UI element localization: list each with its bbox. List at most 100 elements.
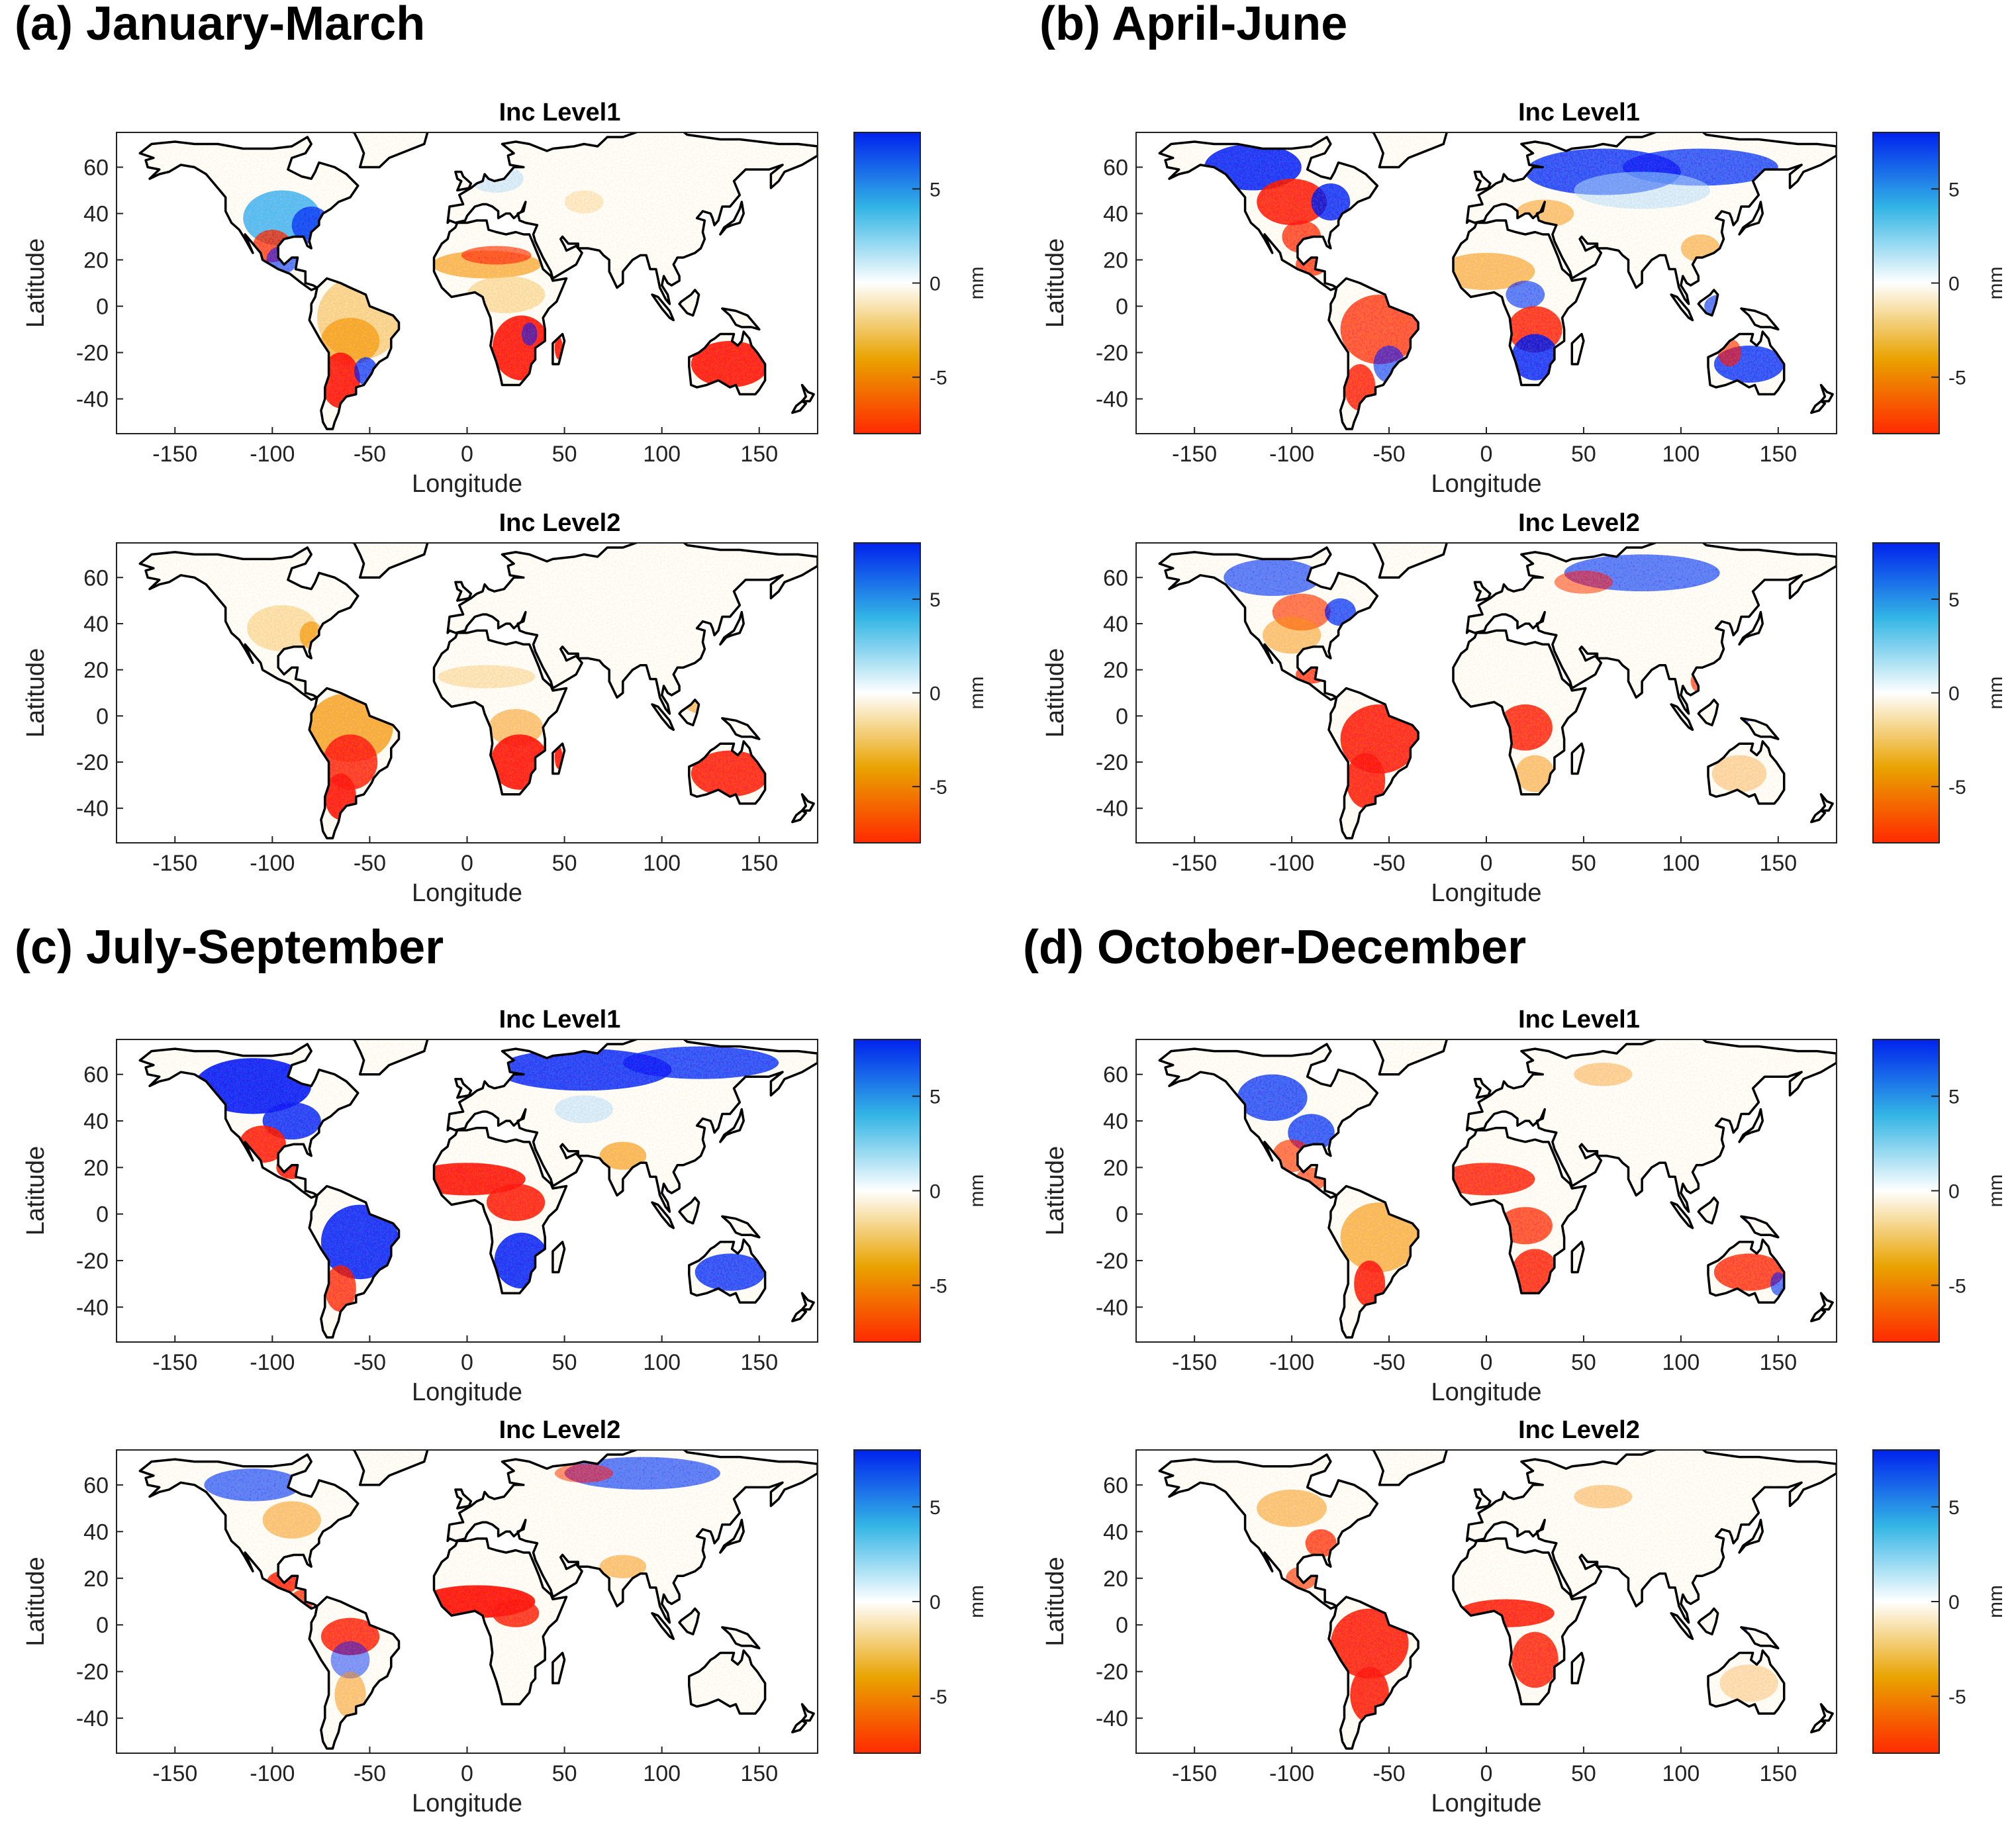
y-tick-label: 20 bbox=[83, 658, 109, 683]
colorbar-tick-label: 0 bbox=[930, 1181, 941, 1203]
map-panel: Inc Level2-150 -100 -50 0 50 100 1506040200-20… bbox=[22, 509, 988, 907]
x-tick-label: 100 bbox=[1662, 1350, 1700, 1375]
coastline-nz bbox=[800, 1703, 815, 1722]
y-axis-label: Latitude bbox=[1041, 1146, 1069, 1235]
y-tick-label: 60 bbox=[83, 1063, 109, 1088]
coastline-newguinea bbox=[1740, 1626, 1780, 1650]
x-tick-label: 150 bbox=[740, 442, 778, 467]
x-tick-label: -100 bbox=[1269, 1761, 1314, 1786]
x-tick-label: -150 bbox=[152, 442, 197, 467]
colorbar-tick-label: 0 bbox=[930, 683, 941, 705]
colorbar-tick-label: 5 bbox=[1948, 1086, 1960, 1108]
coastline-nz bbox=[800, 1292, 815, 1311]
coastline-madagascar bbox=[1570, 1651, 1585, 1685]
y-tick-label: -20 bbox=[1096, 1660, 1128, 1685]
coastline-newguinea bbox=[1740, 717, 1780, 740]
coastline-japan bbox=[1738, 1108, 1764, 1143]
y-axis-label: Latitude bbox=[1041, 238, 1069, 328]
x-tick-label: 50 bbox=[552, 851, 577, 876]
field-patch bbox=[1512, 334, 1559, 381]
coastline-samerica bbox=[308, 1596, 401, 1750]
y-tick-label: 60 bbox=[1103, 1473, 1128, 1498]
field-patch bbox=[1574, 1484, 1633, 1509]
y-tick-label: 20 bbox=[83, 248, 109, 273]
x-tick-label: 100 bbox=[643, 1350, 681, 1375]
field-patch bbox=[194, 1058, 312, 1114]
field-patch bbox=[554, 1464, 614, 1483]
map-panel: Inc Level2-150 -100 -50 0 50 100 1506040200-20… bbox=[1041, 1416, 2007, 1817]
coastline-nz2 bbox=[791, 1719, 808, 1734]
x-tick-label: 150 bbox=[1759, 1761, 1797, 1786]
colorbar-tick-label: 5 bbox=[930, 179, 941, 201]
y-tick-label: 0 bbox=[96, 295, 109, 320]
x-tick-label: 0 bbox=[461, 442, 473, 467]
map-content bbox=[117, 1450, 818, 1753]
x-tick-label: 50 bbox=[1571, 851, 1596, 876]
field-patch bbox=[1711, 755, 1767, 793]
x-tick-label: 150 bbox=[740, 1350, 778, 1375]
map-content bbox=[1136, 1450, 1837, 1753]
field-patch bbox=[554, 1095, 614, 1124]
field-patch bbox=[1512, 1631, 1559, 1688]
field-patch bbox=[1437, 1163, 1535, 1196]
coastline-uk bbox=[1473, 1078, 1492, 1099]
coastline-eurasia bbox=[1465, 1450, 1837, 1624]
colorbar-tick-label: 5 bbox=[930, 589, 941, 611]
field-patch bbox=[521, 322, 538, 346]
y-tick-label: 60 bbox=[1103, 156, 1128, 181]
x-tick-label: 0 bbox=[461, 851, 473, 876]
coastline-eurasia bbox=[1465, 132, 1837, 305]
y-tick-label: 40 bbox=[83, 1109, 109, 1134]
field-patch bbox=[1346, 753, 1386, 808]
x-axis-label: Longitude bbox=[1431, 1378, 1542, 1406]
y-tick-label: 20 bbox=[1103, 248, 1128, 273]
coastline-namerica bbox=[1158, 1043, 1379, 1199]
x-tick-label: -150 bbox=[152, 851, 197, 876]
coastline-namerica bbox=[138, 1043, 360, 1199]
y-tick-label: 20 bbox=[1103, 1566, 1128, 1592]
coastline-borneo bbox=[678, 1196, 700, 1225]
coastline-samerica bbox=[1327, 1184, 1419, 1339]
y-tick-label: 60 bbox=[1103, 565, 1128, 591]
x-tick-label: 100 bbox=[1662, 1761, 1700, 1786]
colorbar-tick-label: 0 bbox=[1948, 1181, 1960, 1203]
field-patch bbox=[320, 352, 360, 409]
x-axis-label: Longitude bbox=[412, 879, 522, 907]
coastline-eurasia bbox=[446, 132, 818, 305]
field-patch bbox=[204, 1468, 302, 1502]
colorbar-unit-label: mm bbox=[1985, 677, 2007, 710]
y-tick-label: 0 bbox=[96, 704, 109, 729]
x-tick-label: 0 bbox=[1480, 851, 1493, 876]
x-tick-label: -100 bbox=[250, 1350, 295, 1375]
coastline-uk bbox=[454, 1488, 473, 1510]
x-axis-label: Longitude bbox=[412, 1378, 522, 1406]
panel-title: (b) April-June bbox=[1039, 0, 1347, 50]
coastline-japan bbox=[719, 1518, 745, 1554]
coastline-namerica bbox=[138, 546, 360, 701]
y-tick-label: 60 bbox=[1103, 1063, 1128, 1088]
coastline-australia bbox=[1707, 330, 1786, 396]
x-tick-label: 50 bbox=[552, 1350, 577, 1375]
x-tick-label: 150 bbox=[1759, 1350, 1797, 1375]
x-tick-label: -150 bbox=[152, 1761, 197, 1786]
colorbar bbox=[853, 1449, 921, 1754]
colorbar bbox=[853, 132, 921, 434]
coastline-japan bbox=[1738, 1518, 1764, 1554]
field-patch bbox=[691, 750, 769, 797]
field-patch bbox=[691, 341, 769, 387]
panels-root: (a) January-March (b) April-June (c) July-… bbox=[15, 0, 2007, 1817]
field-patch bbox=[1263, 616, 1321, 654]
coastline-sumatra bbox=[1670, 1612, 1694, 1641]
y-tick-label: -20 bbox=[1096, 1249, 1128, 1274]
coastline-newguinea bbox=[1740, 1215, 1780, 1239]
field-patch bbox=[324, 1265, 356, 1312]
coastline-uk bbox=[1473, 581, 1492, 602]
coastline-australia bbox=[688, 1649, 767, 1715]
map-title: Inc Level2 bbox=[1518, 509, 1640, 537]
y-tick-label: 20 bbox=[1103, 658, 1128, 683]
x-tick-label: -100 bbox=[250, 851, 295, 876]
colorbar-tick-label: 0 bbox=[930, 1592, 941, 1613]
x-tick-label: 100 bbox=[643, 442, 681, 467]
field-patch bbox=[1224, 559, 1321, 597]
y-axis-label: Latitude bbox=[22, 238, 50, 328]
